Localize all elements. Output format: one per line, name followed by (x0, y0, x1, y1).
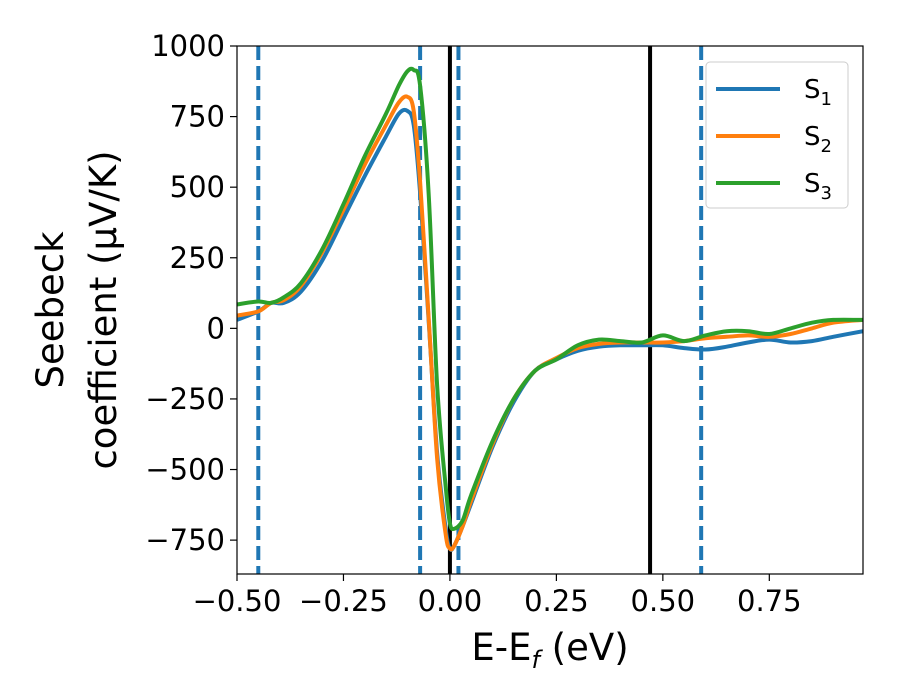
y-tick-label-5: −250 (145, 382, 225, 416)
series-line-3 (237, 66, 863, 532)
x-tick-label-2: 0.00 (418, 584, 483, 618)
y-axis-label: Seebeck coefficient (μV/K) (29, 150, 125, 469)
x-axis-label: E-Ef (eV) (471, 626, 628, 674)
x-tick-label-1: −0.25 (299, 584, 388, 618)
reference-lines (256, 46, 704, 574)
y-axis-label-line1: Seebeck (29, 231, 72, 389)
legend-label-1: S1 (804, 75, 832, 110)
y-tick-label-3: 250 (170, 241, 225, 275)
y-tick-label-7: −750 (145, 523, 225, 557)
y-tick-label-2: 500 (170, 170, 225, 204)
y-tick-label-6: −500 (145, 453, 225, 487)
x-tick-label-4: 0.50 (631, 584, 696, 618)
legend: S1 S2 S3 (705, 61, 849, 209)
y-tick-label-1: 750 (170, 100, 225, 134)
y-tick-label-0: 1000 (151, 29, 225, 63)
x-tick-label-0: −0.50 (193, 584, 282, 618)
legend-label-3: S3 (804, 169, 832, 204)
legend-label-2: S2 (804, 122, 832, 157)
series-line-2 (237, 94, 863, 552)
series-layer (237, 66, 863, 552)
y-tick-label-4: 0 (207, 311, 225, 345)
x-tick-label-3: 0.25 (524, 584, 589, 618)
axis-ticks: −0.50 −0.25 0.00 0.25 0.50 0.75 1000 750 500 250 0… (145, 29, 801, 618)
x-tick-label-5: 0.75 (737, 584, 802, 618)
plot-frame (236, 45, 864, 575)
y-axis-label-line2: coefficient (μV/K) (82, 150, 125, 469)
